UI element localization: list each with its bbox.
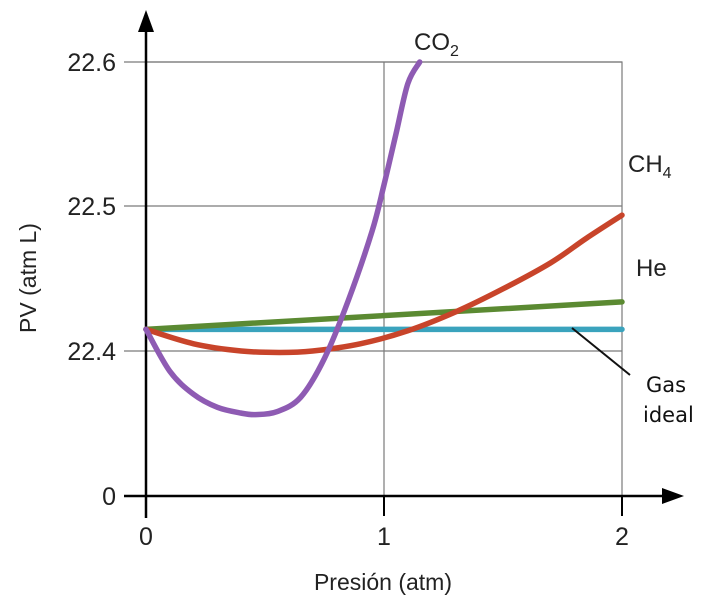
grid xyxy=(124,61,623,497)
series-line-he xyxy=(143,299,625,333)
tick-labels: 0 22.4 22.5 22.6 0 1 2 xyxy=(67,49,629,551)
series-lines xyxy=(143,59,625,418)
y-axis-label: PV (atm L) xyxy=(15,223,41,333)
x-tick-label: 1 xyxy=(377,523,391,551)
y-tick-label: 22.4 xyxy=(67,338,116,366)
axes xyxy=(124,10,684,518)
y-axis-arrow xyxy=(138,10,154,32)
series-line-co xyxy=(143,59,423,418)
y-tick-label: 22.6 xyxy=(67,49,116,77)
x-axis-arrow xyxy=(662,488,684,504)
ideal-gas-leader-line xyxy=(571,327,631,376)
y-tick-label: 22.5 xyxy=(67,193,116,221)
series-label-gas-ideal-line2: ideal xyxy=(643,403,694,427)
series-label-co: CO2 xyxy=(414,29,459,60)
x-tick-label: 0 xyxy=(139,523,153,551)
series-label-he: He xyxy=(636,255,667,282)
x-tick-label: 2 xyxy=(615,523,629,551)
series-label-gas-ideal-line1: Gas xyxy=(646,373,686,397)
series-label-ch: CH4 xyxy=(628,151,672,182)
y-tick-label: 0 xyxy=(102,483,116,511)
series-labels: CO2 CH4 He Gas ideal xyxy=(414,29,694,427)
series-line-ch xyxy=(143,212,625,356)
x-axis-label: Presión (atm) xyxy=(314,569,452,595)
